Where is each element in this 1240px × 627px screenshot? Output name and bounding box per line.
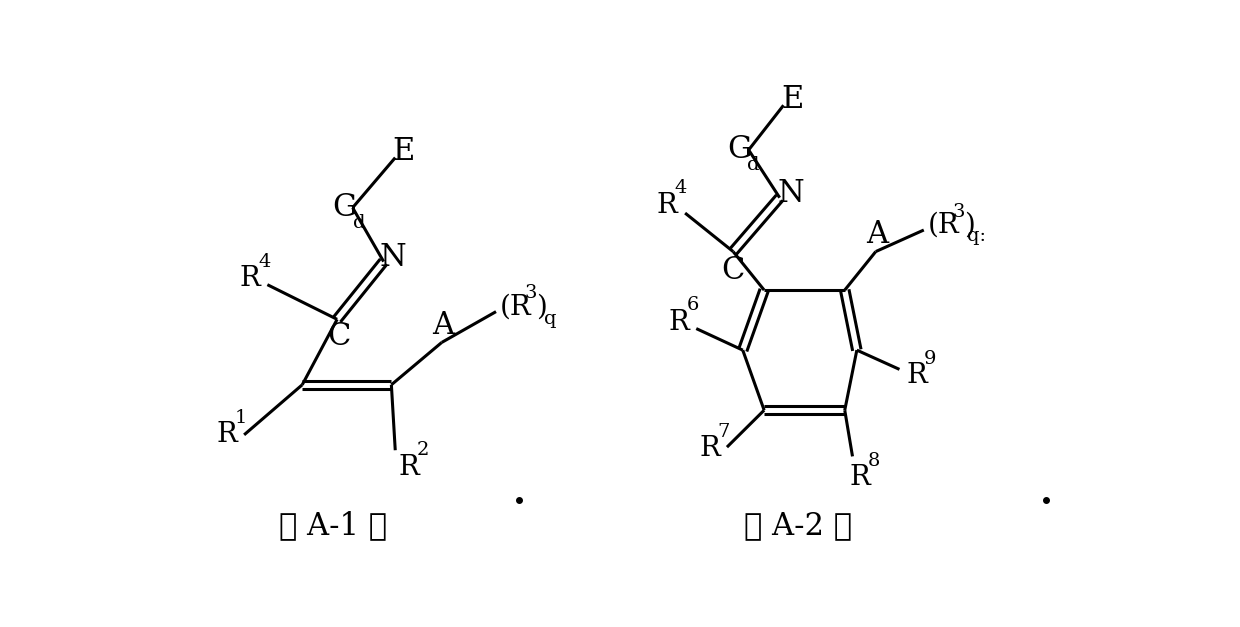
Text: 2: 2 xyxy=(417,441,429,459)
Text: ): ) xyxy=(536,293,547,320)
Text: d: d xyxy=(746,156,760,174)
Text: 4: 4 xyxy=(258,253,270,271)
Text: 3: 3 xyxy=(525,284,537,302)
Text: E: E xyxy=(781,83,804,115)
Text: 9: 9 xyxy=(924,350,936,367)
Text: C: C xyxy=(722,255,745,285)
Text: R: R xyxy=(239,265,260,292)
Text: G: G xyxy=(332,192,357,223)
Text: R: R xyxy=(656,192,677,219)
Text: G: G xyxy=(727,134,751,166)
Text: q:: q: xyxy=(967,227,986,245)
Text: 4: 4 xyxy=(675,179,687,198)
Text: N: N xyxy=(379,242,407,273)
Text: R: R xyxy=(699,435,720,462)
Text: R: R xyxy=(399,454,419,481)
Text: (R: (R xyxy=(928,212,960,239)
Text: R: R xyxy=(668,309,689,336)
Text: 1: 1 xyxy=(234,409,247,427)
Text: ): ) xyxy=(965,212,975,239)
Text: E: E xyxy=(392,136,414,167)
Text: R: R xyxy=(849,465,870,492)
Text: N: N xyxy=(777,178,804,209)
Text: C: C xyxy=(327,321,351,352)
Text: (R: (R xyxy=(500,293,532,320)
Text: 7: 7 xyxy=(718,423,730,441)
Text: q: q xyxy=(544,310,557,329)
Text: （ A-2 ）: （ A-2 ） xyxy=(744,510,852,541)
Text: d: d xyxy=(352,214,365,232)
Text: A: A xyxy=(433,310,454,341)
Text: 3: 3 xyxy=(952,203,965,221)
Text: 8: 8 xyxy=(868,452,880,470)
Text: R: R xyxy=(217,421,238,448)
Text: A: A xyxy=(867,219,888,250)
Text: 6: 6 xyxy=(687,297,699,315)
Text: （ A-1 ）: （ A-1 ） xyxy=(279,510,387,541)
Text: R: R xyxy=(906,362,928,389)
